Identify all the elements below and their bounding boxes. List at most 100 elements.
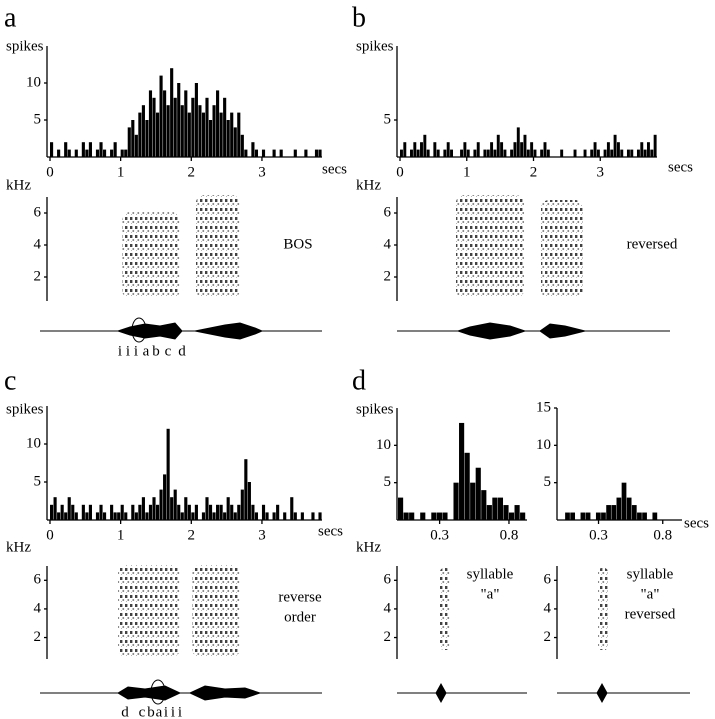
bar <box>520 142 524 157</box>
bar <box>187 504 191 520</box>
bar <box>163 474 167 520</box>
x-tick-label: 0 <box>46 527 54 543</box>
bar <box>272 512 276 520</box>
y-axis-label: kHz <box>356 539 381 555</box>
bar <box>606 142 610 157</box>
bar <box>626 149 630 157</box>
bar <box>409 512 415 520</box>
bar <box>233 127 237 157</box>
syllable-circle <box>131 317 147 343</box>
syllable-label: c <box>139 704 146 719</box>
bar <box>643 149 647 157</box>
bar <box>212 512 216 520</box>
bar <box>194 83 198 157</box>
bar <box>423 134 427 157</box>
bar <box>510 149 514 157</box>
bar <box>64 512 68 520</box>
bar <box>50 142 54 157</box>
bar <box>127 127 131 157</box>
bar <box>652 512 658 520</box>
x-tick-label: 2 <box>188 164 196 180</box>
bar <box>650 149 654 157</box>
annotation: reverse <box>278 589 322 605</box>
bar <box>110 149 114 157</box>
annotation: reversed <box>625 606 676 622</box>
bar <box>620 149 624 157</box>
bar <box>508 512 515 520</box>
bar <box>261 149 266 157</box>
bar <box>148 90 153 157</box>
bar <box>311 512 315 520</box>
bar <box>646 142 650 157</box>
bar <box>290 497 294 520</box>
bar <box>585 512 591 520</box>
x-tick-label: 3 <box>258 164 266 180</box>
bar <box>177 504 181 520</box>
bar <box>642 512 647 520</box>
bar <box>640 142 644 157</box>
y-axis-label: kHz <box>6 539 31 555</box>
bar <box>314 149 319 157</box>
bar <box>166 105 170 157</box>
y-tick-label: 10 <box>26 435 41 451</box>
waveform <box>40 322 690 704</box>
bar <box>473 149 477 157</box>
bar <box>113 142 117 157</box>
bar <box>145 512 149 520</box>
bar <box>616 497 622 520</box>
bar <box>543 142 547 157</box>
syllable-label: d <box>178 343 186 359</box>
x-tick-label: 1 <box>463 164 471 180</box>
y-tick-label: 5 <box>384 111 392 127</box>
y-tick-label: 4 <box>384 600 392 616</box>
x-tick-label: 0 <box>46 164 54 180</box>
bar <box>74 512 78 520</box>
bar <box>254 149 259 157</box>
panel-label: a <box>4 2 17 33</box>
annotation: BOS <box>283 236 312 252</box>
bar <box>616 142 620 157</box>
y-tick-label: 5 <box>384 474 392 490</box>
bar <box>497 497 504 520</box>
y-tick-label: 6 <box>34 572 42 588</box>
y-tick-label: 5 <box>544 474 552 490</box>
bar <box>486 149 490 157</box>
bar <box>184 90 188 157</box>
bar <box>219 112 223 157</box>
bar <box>145 120 149 157</box>
bar <box>205 97 209 157</box>
bar <box>637 512 642 520</box>
bar <box>138 112 142 157</box>
bar <box>240 489 244 520</box>
bar <box>131 120 135 157</box>
bar <box>170 68 174 157</box>
bar <box>138 504 142 520</box>
bar <box>208 120 213 157</box>
bar <box>446 142 450 157</box>
bar <box>470 482 476 520</box>
syllable-label: i <box>126 343 130 359</box>
bar <box>613 134 617 157</box>
bar <box>254 512 259 520</box>
bar <box>226 497 230 520</box>
bar <box>201 112 206 157</box>
bar <box>230 112 234 157</box>
bar <box>53 497 57 520</box>
bar <box>459 422 465 520</box>
bar <box>560 149 564 157</box>
y-axis-label: spikes <box>356 401 394 417</box>
bar <box>475 467 481 520</box>
y-tick-label: 2 <box>34 629 42 645</box>
y-tick-label: 5 <box>34 111 42 127</box>
bar <box>237 112 241 157</box>
y-tick-label: 4 <box>34 600 42 616</box>
bar <box>155 504 160 520</box>
bar <box>173 97 177 157</box>
bar <box>152 97 156 157</box>
bar <box>219 504 223 520</box>
bar <box>400 149 403 157</box>
x-tick-label: 0.8 <box>500 527 519 543</box>
bar <box>191 97 195 157</box>
bar <box>85 149 89 157</box>
syllable-label: b <box>147 704 155 719</box>
